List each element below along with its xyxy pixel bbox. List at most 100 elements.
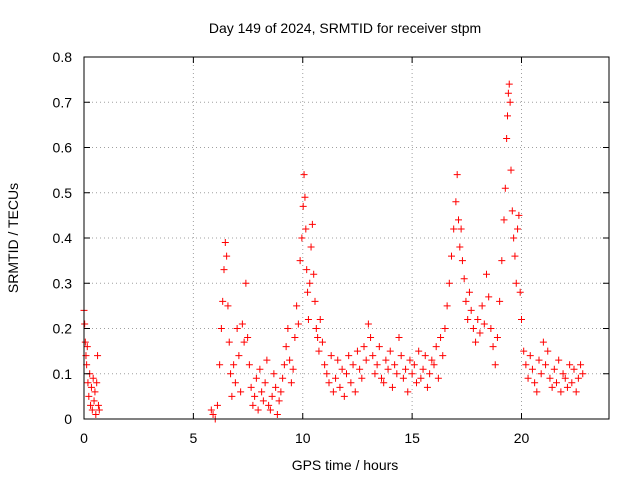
data-point	[464, 315, 472, 323]
data-point	[92, 410, 100, 418]
data-point	[273, 410, 281, 418]
data-point	[287, 379, 295, 387]
data-point	[280, 361, 288, 369]
data-point	[327, 352, 335, 360]
data-point	[221, 239, 229, 247]
data-point	[306, 279, 314, 287]
data-point	[493, 334, 501, 342]
data-point	[506, 98, 514, 106]
x-tick-label: 0	[80, 430, 88, 446]
data-point	[511, 252, 519, 260]
data-point	[487, 325, 495, 332]
y-tick-label: 0.4	[53, 230, 73, 246]
data-point	[345, 352, 353, 360]
x-tick-label: 15	[404, 430, 420, 446]
data-point	[430, 361, 438, 369]
data-point	[251, 392, 259, 400]
data-point	[308, 220, 316, 228]
data-point	[386, 347, 394, 355]
data-point	[432, 343, 440, 351]
data-point	[375, 343, 383, 351]
data-point	[570, 365, 578, 373]
data-point	[87, 383, 95, 391]
data-point	[369, 352, 377, 360]
y-tick-label: 0.6	[53, 140, 73, 156]
data-point	[227, 370, 235, 378]
data-point	[555, 356, 563, 364]
data-point	[568, 379, 576, 387]
y-tick-label: 0.3	[53, 275, 73, 291]
data-point	[371, 370, 379, 378]
axis-ticks: 0 0.1 0.2 0.3 0.4 0.5 0.6 0.7 0.8 0 5 10 15 20	[53, 49, 609, 446]
data-point	[220, 266, 228, 274]
data-point	[244, 334, 252, 342]
data-point	[512, 279, 520, 287]
data-point	[524, 374, 532, 382]
data-point	[356, 365, 364, 373]
data-point	[500, 216, 508, 224]
data-point	[91, 388, 99, 396]
data-point	[299, 202, 307, 210]
data-point	[561, 374, 569, 382]
data-point	[245, 361, 253, 369]
data-point	[256, 365, 264, 373]
data-point	[291, 334, 299, 342]
data-point	[469, 325, 477, 332]
data-point	[439, 352, 447, 360]
data-point	[314, 334, 322, 342]
data-point	[316, 315, 324, 323]
data-point	[302, 225, 310, 233]
data-point	[270, 370, 278, 378]
data-point	[388, 383, 396, 391]
data-point	[507, 166, 515, 174]
data-point	[452, 198, 460, 206]
data-point	[455, 216, 462, 224]
data-point	[298, 234, 306, 242]
data-point	[85, 392, 93, 400]
y-tick-label: 0.1	[53, 366, 73, 382]
data-point	[219, 297, 227, 305]
data-point	[546, 374, 554, 382]
data-point	[351, 388, 359, 396]
data-point	[474, 315, 482, 323]
data-point	[489, 343, 497, 351]
data-point	[520, 347, 528, 355]
data-point	[378, 374, 385, 382]
data-points	[80, 80, 587, 423]
data-point	[230, 361, 238, 369]
data-point	[535, 356, 543, 364]
data-point	[478, 302, 486, 310]
data-point	[242, 279, 250, 287]
data-point	[462, 297, 470, 305]
data-point	[531, 379, 539, 387]
data-point	[423, 383, 431, 391]
data-point	[87, 401, 95, 409]
data-point	[476, 329, 484, 337]
y-tick-label: 0.2	[53, 321, 73, 337]
data-point	[311, 297, 319, 305]
data-point	[343, 370, 350, 378]
data-point	[338, 365, 346, 373]
data-point	[441, 325, 449, 332]
data-point	[224, 302, 232, 310]
data-point	[223, 252, 231, 260]
data-point	[265, 401, 273, 409]
data-point	[362, 356, 370, 364]
data-point	[94, 352, 102, 360]
data-point	[238, 320, 246, 328]
data-point	[483, 270, 490, 278]
data-point	[508, 207, 516, 215]
data-point	[485, 293, 493, 301]
data-point	[249, 401, 257, 409]
x-tick-label: 5	[189, 430, 197, 446]
data-point	[304, 288, 312, 296]
data-point	[402, 365, 410, 373]
data-point	[373, 361, 381, 369]
data-point	[228, 392, 236, 400]
data-point	[340, 392, 348, 400]
data-point	[557, 388, 565, 396]
data-point	[548, 383, 556, 391]
data-point	[213, 401, 221, 409]
